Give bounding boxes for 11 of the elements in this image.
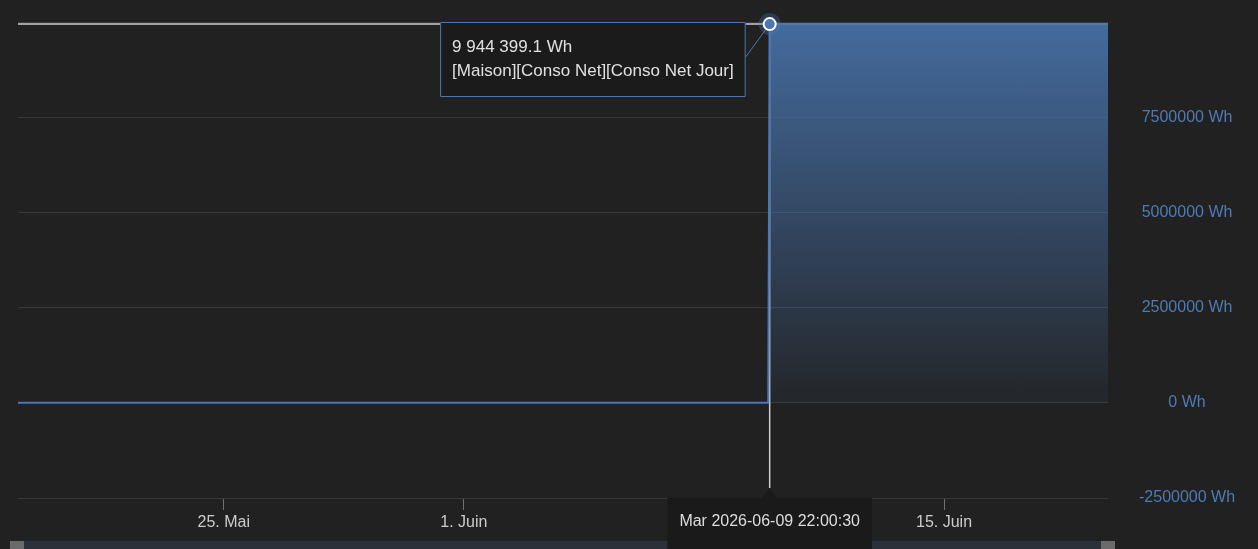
annotation: 9 944 399.1 Wh: [452, 36, 573, 56]
y-tick-label: 7500000 Wh: [1141, 107, 1233, 125]
x-tick-label: 1. Juin: [440, 513, 488, 531]
y-tick-label: 0 Wh: [1168, 393, 1206, 411]
y-tick-label: 5000000 Wh: [1141, 202, 1233, 220]
y-tick-label: 2500000 Wh: [1141, 298, 1233, 316]
x-tick-label: 15. Juin: [915, 513, 973, 531]
annotation: [Maison][Conso Net][Conso Net Jour]: [452, 60, 734, 80]
y-tick-label: -2500000 Wh: [1139, 488, 1236, 506]
x-tick-label: 25. Mai: [197, 513, 251, 531]
ref-line-label: Mar 2026-06-09 22:00:30: [679, 512, 861, 530]
